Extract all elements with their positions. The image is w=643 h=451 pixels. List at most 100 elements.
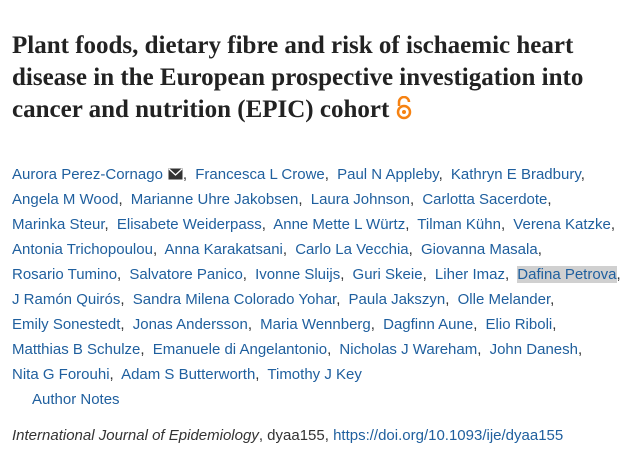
separator: ,	[255, 366, 260, 383]
author-link[interactable]: Anne Mette L Würtz	[273, 216, 406, 233]
author-item: Rosario Tumino,	[12, 266, 125, 283]
separator: ,	[438, 166, 443, 183]
author-link[interactable]: Liher Imaz	[434, 266, 505, 283]
author-link[interactable]: Dafina Petrova	[517, 266, 617, 283]
author-item: Ivonne Sluijs,	[255, 266, 348, 283]
author-item: Maria Wennberg,	[260, 316, 379, 333]
separator: ,	[477, 341, 482, 358]
citation: International Journal of Epidemiology, d…	[12, 423, 563, 448]
author-item: Laura Johnson,	[311, 191, 418, 208]
author-link[interactable]: Laura Johnson	[310, 191, 410, 208]
author-link[interactable]: Francesca L Crowe	[195, 166, 325, 183]
separator: ,	[104, 216, 109, 233]
author-link[interactable]: Elio Riboli	[485, 316, 553, 333]
email-icon[interactable]	[168, 168, 183, 180]
author-item: Marianne Uhre Jakobsen,	[131, 191, 307, 208]
separator: ,	[120, 316, 125, 333]
author-link[interactable]: Guri Skeie	[352, 266, 423, 283]
author-link[interactable]: Maria Wennberg	[260, 316, 371, 333]
author-item: Angela M Wood,	[12, 191, 127, 208]
separator: ,	[405, 216, 410, 233]
author-item: Emily Sonestedt,	[12, 316, 129, 333]
separator: ,	[261, 216, 266, 233]
author-item: Nita G Forouhi,	[12, 366, 118, 383]
separator: ,	[282, 241, 288, 258]
separator: ,	[182, 166, 188, 183]
author-link[interactable]: Antonia Trichopoulou	[12, 241, 153, 258]
author-item: Giovanna Masala,	[421, 241, 546, 258]
author-item: Sandra Milena Colorado Yohar,	[133, 291, 345, 308]
author-item: John Danesh,	[490, 341, 587, 358]
author-item: J Ramón Quirós,	[12, 291, 129, 308]
doi-link[interactable]: https://doi.org/10.1093/ije/dyaa155	[333, 427, 564, 444]
author-link[interactable]: Carlo La Vecchia	[295, 241, 409, 258]
author-item: Adam S Butterworth,	[121, 366, 263, 383]
author-item: Dagfinn Aune,	[383, 316, 481, 333]
separator: ,	[140, 341, 145, 358]
separator: ,	[109, 366, 114, 383]
author-link[interactable]: Nita G Forouhi	[12, 366, 110, 383]
author-link[interactable]: John Danesh	[489, 341, 578, 358]
author-link[interactable]: Jonas Andersson	[132, 316, 248, 333]
author-item: Salvatore Panico,	[129, 266, 251, 283]
author-link[interactable]: Aurora Perez-Cornago	[12, 166, 163, 183]
author-link[interactable]: Nicholas J Wareham	[339, 341, 478, 358]
author-link[interactable]: Matthias B Schulze	[12, 341, 141, 358]
author-link[interactable]: Rosario Tumino	[12, 266, 118, 283]
author-link[interactable]: Verena Katzke	[513, 216, 611, 233]
separator: ,	[552, 316, 557, 333]
author-link[interactable]: Salvatore Panico	[129, 266, 243, 283]
separator: ,	[577, 341, 583, 358]
author-notes[interactable]: Author Notes	[32, 391, 120, 408]
author-link[interactable]: Giovanna Masala	[420, 241, 538, 258]
journal: International Journal of Epidemiology	[12, 427, 259, 444]
separator: ,	[550, 291, 555, 308]
separator: ,	[298, 191, 303, 208]
separator: ,	[247, 316, 252, 333]
author-item: Timothy J Key	[267, 366, 361, 383]
separator: ,	[152, 241, 158, 258]
separator: ,	[324, 166, 329, 183]
author-link[interactable]: Carlotta Sacerdote	[422, 191, 548, 208]
author-item: Guri Skeie,	[353, 266, 431, 283]
author-link[interactable]: Dagfinn Aune	[383, 316, 474, 333]
author-link[interactable]: Marinka Steur	[12, 216, 105, 233]
author-link[interactable]: Sandra Milena Colorado Yohar	[132, 291, 337, 308]
separator: ,	[504, 266, 510, 283]
author-link[interactable]: Adam S Butterworth	[121, 366, 256, 383]
author-link[interactable]: Timothy J Key	[267, 366, 362, 383]
author-item: Nicholas J Wareham,	[339, 341, 485, 358]
separator: ,	[408, 241, 413, 258]
author-link[interactable]: Angela M Wood	[12, 191, 119, 208]
separator: ,	[336, 291, 341, 308]
author-link[interactable]: Elisabete Weiderpass	[116, 216, 262, 233]
separator: ,	[120, 291, 125, 308]
author-item: Matthias B Schulze,	[12, 341, 149, 358]
author-link[interactable]: J Ramón Quirós	[12, 291, 121, 308]
separator: ,	[537, 241, 542, 258]
author-link[interactable]: Olle Melander	[457, 291, 551, 308]
author-link[interactable]: Paul N Appleby	[337, 166, 439, 183]
separator: ,	[422, 266, 427, 283]
author-item: Anna Karakatsani,	[164, 241, 291, 258]
separator: ,	[370, 316, 375, 333]
separator: ,	[547, 191, 552, 208]
author-item: Jonas Andersson,	[133, 316, 256, 333]
separator: ,	[500, 216, 506, 233]
author-item: Tilman Kühn,	[417, 216, 509, 233]
author-link[interactable]: Tilman Kühn	[417, 216, 501, 233]
author-link[interactable]: Kathryn E Bradbury	[450, 166, 581, 183]
author-link[interactable]: Anna Karakatsani	[164, 241, 283, 258]
author-link[interactable]: Emanuele di Angelantonio	[152, 341, 328, 358]
separator: ,	[616, 266, 621, 283]
author-link[interactable]: Marianne Uhre Jakobsen	[130, 191, 299, 208]
separator: ,	[242, 266, 247, 283]
author-link[interactable]: Ivonne Sluijs	[255, 266, 341, 283]
citation-rest: , dyaa155,	[258, 427, 329, 444]
separator: ,	[610, 216, 616, 233]
separator: ,	[445, 291, 450, 308]
author-link[interactable]: Emily Sonestedt	[12, 316, 121, 333]
author-link[interactable]: Paula Jakszyn	[348, 291, 446, 308]
author-item: Verena Katzke,	[513, 216, 619, 233]
